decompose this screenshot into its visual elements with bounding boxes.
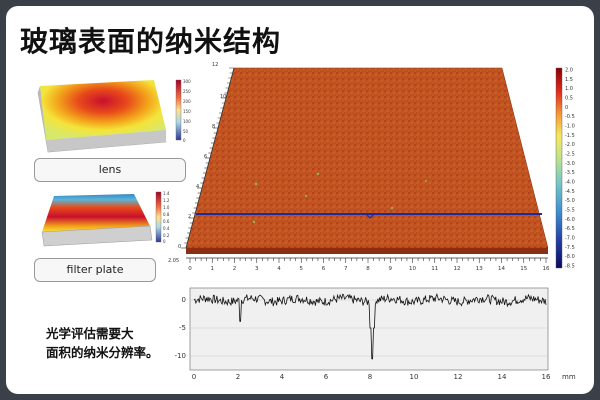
- colorbar-tick-label: -2.0: [565, 142, 575, 148]
- filter-cbar-tick: 1.0: [163, 205, 170, 210]
- lens-cbar-tick: 200: [183, 99, 191, 104]
- profile-y-tick-label: -10: [175, 352, 186, 360]
- colorbar-tick-label: 2.0: [565, 68, 573, 74]
- profile-line: [193, 292, 547, 360]
- profile-x-tick-label: 10: [410, 373, 419, 381]
- surface-x-tick-label: 6: [322, 266, 326, 272]
- colorbar-tick-label: 0.5: [565, 96, 573, 102]
- surface-x-tick-label: 15: [520, 266, 527, 272]
- height-colorbar: [555, 67, 563, 269]
- lens-caption: lens: [34, 158, 186, 182]
- colorbar-tick-label: -0.5: [565, 114, 575, 120]
- profile-x-tick-label: 14: [498, 373, 507, 381]
- description-line: 面积的纳米分辨率。: [46, 345, 159, 360]
- filter-plate-thumbnail: 1.4 1.2 1.0 0.8 0.6 0.4 0.2 0: [34, 186, 194, 254]
- colorbar-tick-label: -6.5: [565, 226, 575, 232]
- surface-x-tick-label: 8: [366, 266, 370, 272]
- nanostructure-figure: 12 2.05 10 8 6 4 2 0 0 1 2 3 4 5 6 7 8 9 10 11 12 13 1…: [168, 62, 576, 381]
- colorbar-tick-label: 1.5: [565, 77, 573, 83]
- profile-y-tick-label: -5: [179, 324, 186, 332]
- colorbar-tick-label: -8.5: [565, 264, 575, 270]
- surface-x-tick-label: 16: [543, 266, 550, 272]
- surface-x-tick-label: 0: [188, 266, 192, 272]
- lens-thumbnail: 300 250 200 150 100 50 0: [34, 70, 194, 160]
- filter-cbar-tick: 1.2: [163, 198, 170, 203]
- surface-y-tick-label: 2: [188, 214, 191, 220]
- surface-x-tick-label: 9: [389, 266, 393, 272]
- surface-x-tick-label: 13: [476, 266, 483, 272]
- profile-y-tick-label: 0: [182, 296, 186, 304]
- profile-x-unit: mm: [562, 373, 576, 381]
- colorbar-tick-label: -8.0: [565, 254, 575, 260]
- surface-x-tick-label: 1: [211, 266, 215, 272]
- lens-cbar-tick: 150: [183, 109, 191, 114]
- surface-x-tick-label: 14: [498, 266, 505, 272]
- colorbar-tick-label: -7.0: [565, 236, 575, 242]
- surface-y-tick-label: 4: [196, 184, 199, 190]
- surface-y-tick-label: 10: [220, 94, 226, 100]
- surface-y-tick-label: 6: [204, 154, 207, 160]
- filter-cbar-tick: 1.4: [163, 191, 170, 196]
- surface-x-tick-label: 2: [233, 266, 237, 272]
- profile-x-tick-label: 6: [324, 373, 329, 381]
- slide: 玻璃表面的纳米结构: [6, 6, 594, 394]
- colorbar-tick-label: -5.0: [565, 198, 575, 204]
- colorbar-tick-label: -1.5: [565, 133, 575, 139]
- surface-y-tick-label: 8: [212, 124, 215, 130]
- surface-x-tick-label: 5: [300, 266, 304, 272]
- description-line: 光学评估需要大: [46, 326, 134, 341]
- surface-x-tick-label: 10: [409, 266, 416, 272]
- lens-cbar-tick: 0: [183, 138, 186, 143]
- colorbar-tick-label: -1.0: [565, 124, 575, 130]
- profile-x-tick-label: 8: [368, 373, 372, 381]
- surface-x-tick-label: 3: [255, 266, 259, 272]
- surface-x-tick-label: 4: [277, 266, 281, 272]
- lens-cbar-tick: 100: [183, 119, 191, 124]
- profile-x-tick-label: 12: [454, 373, 463, 381]
- page-title: 玻璃表面的纳米结构: [20, 25, 282, 58]
- description: 光学评估需要大 面积的纳米分辨率。: [46, 324, 159, 362]
- profile-x-tick-label: 0: [192, 373, 196, 381]
- profile-plot-area: [189, 287, 549, 371]
- surface-x-tick-label: 12: [454, 266, 461, 272]
- surface-plane: [185, 67, 549, 249]
- filter-cbar-tick: 0.4: [163, 226, 170, 231]
- filter-cbar-tick: 0.8: [163, 212, 170, 217]
- filter-plate-caption: filter plate: [34, 258, 156, 282]
- profile-x-tick-label: 4: [280, 373, 285, 381]
- colorbar-tick-label: -4.0: [565, 180, 575, 186]
- colorbar-tick-label: -2.5: [565, 152, 575, 158]
- colorbar-tick-label: 1.0: [565, 86, 573, 92]
- lens-cbar-tick: 50: [183, 129, 189, 134]
- lens-cbar-tick: 300: [183, 79, 191, 84]
- colorbar-tick-label: -4.5: [565, 189, 575, 195]
- surface-x-tick-label: 11: [431, 266, 438, 272]
- filter-cbar-tick: 0.2: [163, 233, 170, 238]
- surface-y-bottom-label: 2.05: [168, 258, 179, 264]
- colorbar-tick-label: -3.0: [565, 161, 575, 167]
- filter-cbar-tick: 0: [163, 239, 166, 244]
- colorbar-tick-label: -5.5: [565, 208, 575, 214]
- surface-x-tick-label: 7: [344, 266, 348, 272]
- colorbar-tick-label: -6.0: [565, 217, 575, 223]
- colorbar-tick-label: -3.5: [565, 170, 575, 176]
- colorbar-tick-label: 0: [565, 105, 568, 111]
- filter-cbar-tick: 0.6: [163, 219, 170, 224]
- lens-cbar-tick: 250: [183, 89, 191, 94]
- profile-x-tick-label: 2: [236, 373, 240, 381]
- profile-x-tick-label: 16: [542, 373, 551, 381]
- surface-y-top-label: 12: [212, 62, 218, 68]
- colorbar-tick-label: -7.5: [565, 245, 575, 251]
- surface-y-tick-label: 0: [178, 244, 181, 250]
